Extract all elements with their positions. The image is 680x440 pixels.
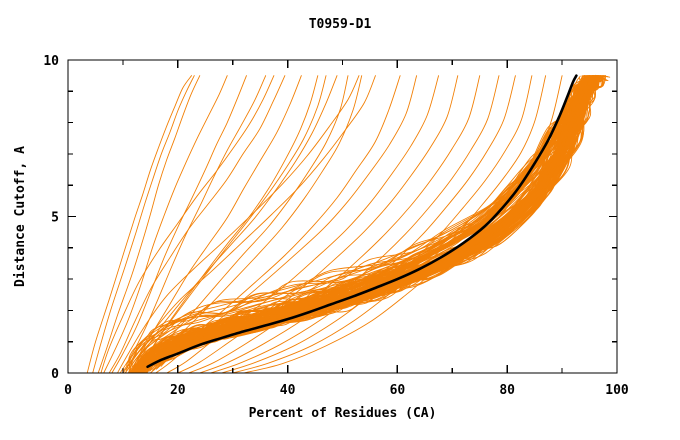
plot-frame [67,59,618,374]
model-curve [130,75,338,374]
model-curves-group [86,74,611,374]
model-curve [155,75,604,362]
x-tick-label: 20 [170,383,186,398]
axis-labels-group: 0 20 40 60 80 100 0 5 10 Percent of Residues (CA)… [13,54,629,421]
model-curve [97,75,201,374]
model-curve [156,75,604,365]
model-curve [92,75,195,374]
model-curve [136,75,590,370]
model-curve [146,75,600,366]
model-curve [136,75,319,374]
model-curve [177,75,459,374]
model-curve [155,75,418,374]
model-curve [243,75,563,374]
model-curve [149,75,401,374]
y-tick-label: 0 [51,367,59,382]
model-curve [199,75,500,374]
model-curve [86,75,192,374]
model-curve [161,75,607,361]
model-curve [138,75,349,374]
model-curve [127,75,302,374]
model-curve [122,75,376,374]
model-curve [144,75,363,374]
median-curve-group [146,74,578,369]
x-tick-label: 0 [64,383,72,398]
model-curve [108,75,286,374]
model-curve [111,75,247,374]
axes-group [67,59,618,374]
median-curve [146,74,578,369]
model-curve [232,75,547,374]
y-tick-label: 5 [51,211,59,226]
model-curve [136,75,591,374]
model-curve [136,75,590,374]
chart-title: T0959-D1 [308,17,372,32]
y-tick-label: 10 [43,54,59,69]
model-curve [119,75,267,374]
y-axis-label: Distance Cutoff, A [13,146,28,287]
model-curve [100,75,275,374]
x-axis-label: Percent of Residues (CA) [249,406,437,421]
model-curve [221,75,533,374]
model-curve [210,75,516,374]
x-tick-label: 60 [390,383,406,398]
model-curve [116,75,360,374]
model-curve [103,75,228,374]
model-curve [188,75,481,374]
x-tick-label: 100 [605,383,629,398]
x-tick-label: 40 [280,383,296,398]
x-tick-label: 80 [499,383,515,398]
